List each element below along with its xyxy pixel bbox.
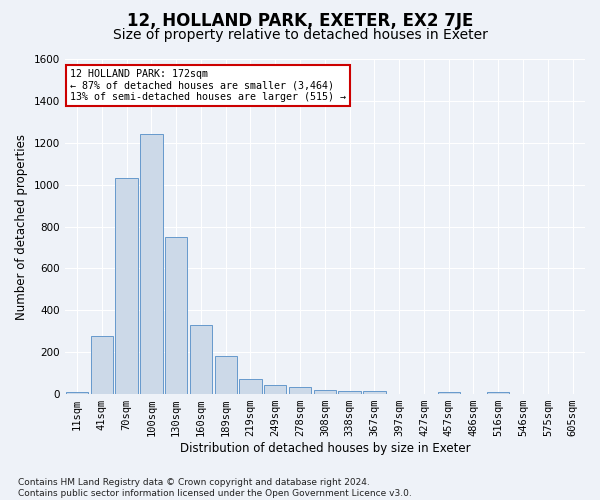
Bar (314, 390, 336, 394)
Bar (264, 384, 286, 394)
Text: 12, HOLLAND PARK, EXETER, EX2 7JE: 12, HOLLAND PARK, EXETER, EX2 7JE (127, 12, 473, 30)
Bar (190, 325, 212, 394)
Bar (437, 392, 460, 394)
Y-axis label: Number of detached properties: Number of detached properties (15, 134, 28, 320)
Text: Size of property relative to detached houses in Exeter: Size of property relative to detached ho… (113, 28, 487, 42)
Bar (289, 387, 311, 394)
Bar (140, 134, 163, 394)
Text: Contains HM Land Registry data © Crown copyright and database right 2024.
Contai: Contains HM Land Registry data © Crown c… (18, 478, 412, 498)
Bar (487, 392, 509, 394)
Bar (91, 336, 113, 394)
Bar (239, 380, 262, 394)
Bar (115, 178, 138, 394)
X-axis label: Distribution of detached houses by size in Exeter: Distribution of detached houses by size … (179, 442, 470, 455)
Bar (66, 392, 88, 394)
Bar (215, 356, 237, 394)
Bar (165, 237, 187, 394)
Bar (363, 391, 386, 394)
Bar (338, 391, 361, 394)
Text: 12 HOLLAND PARK: 172sqm
← 87% of detached houses are smaller (3,464)
13% of semi: 12 HOLLAND PARK: 172sqm ← 87% of detache… (70, 69, 346, 102)
